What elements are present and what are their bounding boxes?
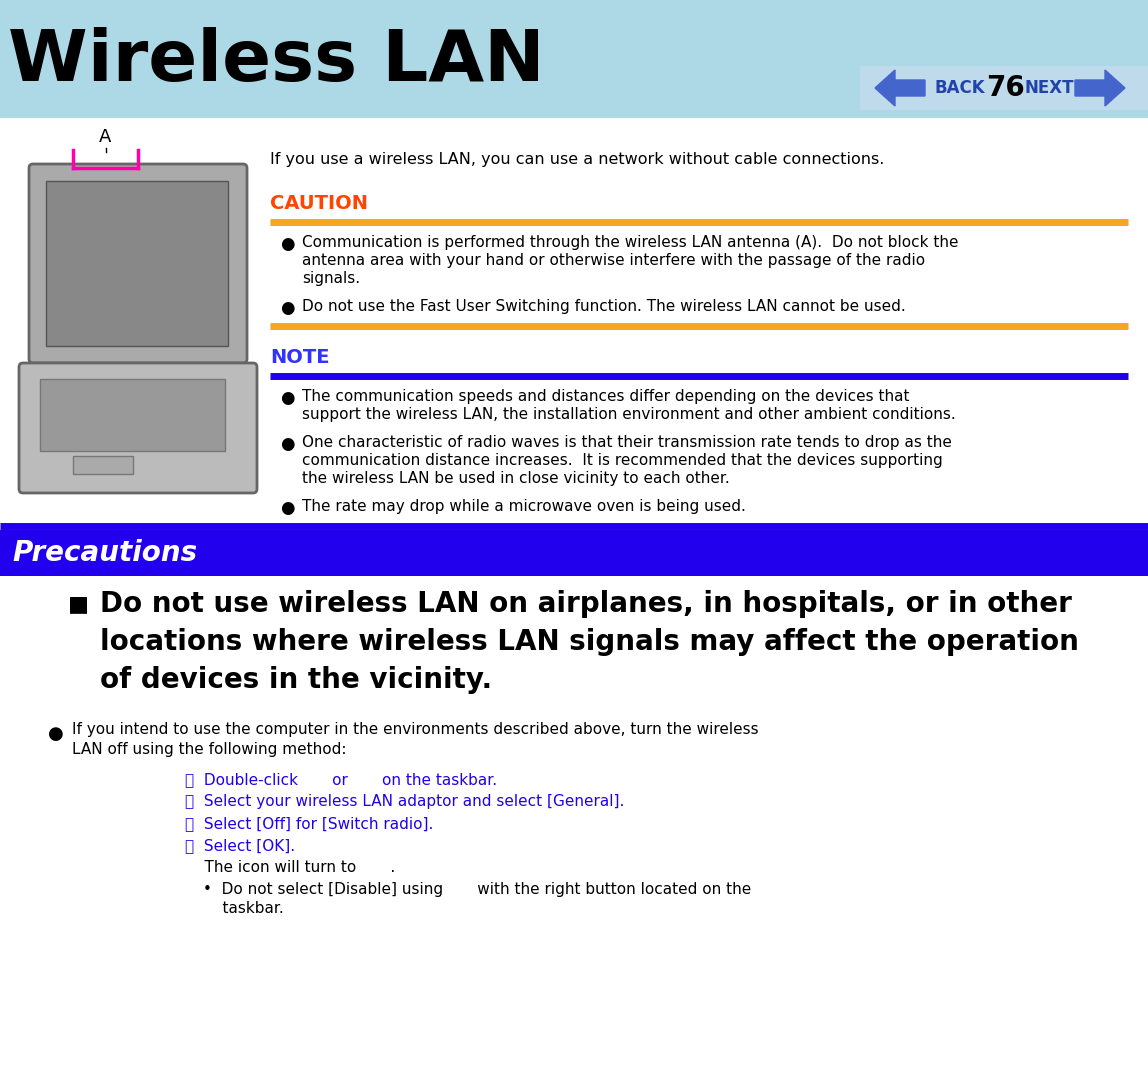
Text: ⓑ  Select your wireless LAN adaptor and select [General].: ⓑ Select your wireless LAN adaptor and s… xyxy=(185,794,625,809)
Text: NEXT: NEXT xyxy=(1025,79,1075,97)
Text: One characteristic of radio waves is that their transmission rate tends to drop : One characteristic of radio waves is tha… xyxy=(302,435,952,450)
Text: ⓒ  Select [Off] for [Switch radio].: ⓒ Select [Off] for [Switch radio]. xyxy=(185,816,434,831)
Text: ●: ● xyxy=(280,235,295,253)
Bar xyxy=(860,66,1148,110)
Text: ⓐ  Double-click       or       on the taskbar.: ⓐ Double-click or on the taskbar. xyxy=(185,772,497,787)
Text: ■: ■ xyxy=(68,594,90,615)
Text: The communication speeds and distances differ depending on the devices that: The communication speeds and distances d… xyxy=(302,389,909,404)
Text: 76: 76 xyxy=(986,73,1024,102)
Text: signals.: signals. xyxy=(302,271,360,286)
Text: the wireless LAN be used in close vicinity to each other.: the wireless LAN be used in close vicini… xyxy=(302,471,730,486)
Text: ●: ● xyxy=(280,299,295,317)
Text: •  Do not select [Disable] using       with the right button located on the: • Do not select [Disable] using with the… xyxy=(203,882,751,897)
Text: Do not use wireless LAN on airplanes, in hospitals, or in other: Do not use wireless LAN on airplanes, in… xyxy=(100,590,1072,618)
Text: Communication is performed through the wireless LAN antenna (A).  Do not block t: Communication is performed through the w… xyxy=(302,235,959,250)
Text: antenna area with your hand or otherwise interfere with the passage of the radio: antenna area with your hand or otherwise… xyxy=(302,253,925,268)
Bar xyxy=(0,0,1148,118)
Text: support the wireless LAN, the installation environment and other ambient conditi: support the wireless LAN, the installati… xyxy=(302,407,956,422)
Text: Do not use the Fast User Switching function. The wireless LAN cannot be used.: Do not use the Fast User Switching funct… xyxy=(302,299,906,314)
Bar xyxy=(73,456,133,474)
Text: LAN off using the following method:: LAN off using the following method: xyxy=(72,742,347,757)
Text: taskbar.: taskbar. xyxy=(203,901,284,916)
Text: locations where wireless LAN signals may affect the operation: locations where wireless LAN signals may… xyxy=(100,628,1079,656)
Text: CAUTION: CAUTION xyxy=(270,194,369,213)
Text: The icon will turn to       .: The icon will turn to . xyxy=(185,861,395,875)
Text: A: A xyxy=(100,128,111,146)
Text: BACK: BACK xyxy=(934,79,986,97)
Text: communication distance increases.  It is recommended that the devices supporting: communication distance increases. It is … xyxy=(302,453,943,468)
FancyBboxPatch shape xyxy=(29,164,247,363)
Text: If you use a wireless LAN, you can use a network without cable connections.: If you use a wireless LAN, you can use a… xyxy=(270,152,884,167)
Text: The rate may drop while a microwave oven is being used.: The rate may drop while a microwave oven… xyxy=(302,499,746,514)
Text: Wireless LAN: Wireless LAN xyxy=(8,28,544,97)
FancyBboxPatch shape xyxy=(20,363,257,493)
Text: If you intend to use the computer in the environments described above, turn the : If you intend to use the computer in the… xyxy=(72,722,759,737)
Bar xyxy=(46,181,228,346)
Polygon shape xyxy=(875,70,925,106)
Text: Precautions: Precautions xyxy=(11,539,197,567)
Polygon shape xyxy=(1075,70,1125,106)
Text: of devices in the vicinity.: of devices in the vicinity. xyxy=(100,666,492,694)
Text: ●: ● xyxy=(48,725,64,743)
Text: ⓓ  Select [OK].: ⓓ Select [OK]. xyxy=(185,838,295,853)
Text: ●: ● xyxy=(280,499,295,517)
Text: NOTE: NOTE xyxy=(270,348,329,367)
Text: ●: ● xyxy=(280,389,295,407)
Text: ●: ● xyxy=(280,435,295,453)
Bar xyxy=(0,530,1148,576)
Bar xyxy=(40,379,225,450)
Bar xyxy=(0,118,1148,1065)
